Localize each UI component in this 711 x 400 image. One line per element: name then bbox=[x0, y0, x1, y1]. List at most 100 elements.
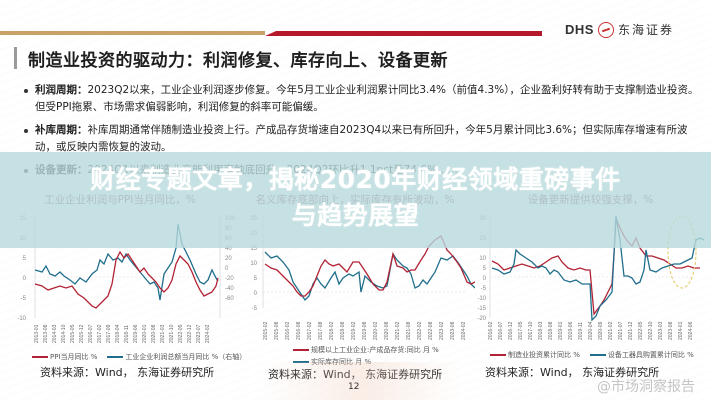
svg-text:2018-02: 2018-02 bbox=[329, 321, 335, 340]
svg-text:-40: -40 bbox=[225, 286, 234, 292]
article-title: 财经专题文章，揭秘2020年财经领域重磅事件 与趋势展望 bbox=[0, 162, 711, 234]
svg-text:2016-12: 2016-12 bbox=[508, 321, 514, 340]
chart-plot: 25 20 15 10 5 0 -5 2015-02 2015-08 2016-… bbox=[250, 216, 475, 340]
page-title: 制造业投资的驱动力：利润修复、库存向上、设备更新 bbox=[28, 51, 448, 71]
svg-text:2016-08: 2016-08 bbox=[296, 321, 302, 340]
chart-plot: 30 20 10 5 0 -5 -10 -15 -20 2016-02 2016… bbox=[477, 215, 705, 340]
svg-text:2021-12: 2021-12 bbox=[628, 321, 634, 340]
svg-text:2022-12: 2022-12 bbox=[187, 324, 193, 343]
svg-text:-20: -20 bbox=[477, 316, 486, 322]
brand-logo: DHS 东海证券 bbox=[565, 21, 674, 38]
svg-text:2014-10: 2014-10 bbox=[61, 324, 67, 343]
svg-text:40: 40 bbox=[225, 246, 232, 252]
svg-text:0: 0 bbox=[483, 276, 487, 282]
svg-text:0: 0 bbox=[254, 291, 258, 297]
svg-text:2024-02: 2024-02 bbox=[461, 321, 467, 340]
article-title-overlay bbox=[0, 152, 711, 248]
legend-item: PPI当月同比 % bbox=[32, 352, 97, 362]
svg-text:0: 0 bbox=[23, 276, 27, 282]
svg-text:10: 10 bbox=[250, 261, 257, 267]
svg-text:2021-03: 2021-03 bbox=[160, 324, 166, 343]
svg-text:-15: -15 bbox=[477, 306, 486, 312]
svg-text:2018-03: 2018-03 bbox=[538, 321, 544, 340]
svg-text:2016-02: 2016-02 bbox=[488, 321, 494, 340]
watermark: @市场洞察报告 bbox=[597, 379, 695, 395]
legend-swatch-blue bbox=[107, 356, 124, 358]
svg-text:2021-10: 2021-10 bbox=[169, 324, 175, 343]
article-title-line2: 与趋势展望 bbox=[291, 201, 420, 230]
svg-text:2022-05: 2022-05 bbox=[178, 324, 184, 343]
svg-text:-60: -60 bbox=[225, 296, 234, 302]
svg-text:10: 10 bbox=[479, 256, 486, 262]
svg-text:2018-11: 2018-11 bbox=[124, 325, 130, 343]
svg-text:-10: -10 bbox=[477, 296, 486, 302]
svg-text:2018-08: 2018-08 bbox=[548, 321, 554, 340]
svg-text:2020-09: 2020-09 bbox=[598, 321, 604, 340]
legend-item: 规模以上工业企业:产成品存货:同比 月 % bbox=[293, 345, 439, 355]
svg-text:2017-09: 2017-09 bbox=[106, 324, 112, 343]
svg-text:2019-08: 2019-08 bbox=[362, 321, 368, 340]
logo-emblem-icon bbox=[597, 21, 614, 38]
chart-source: 资料来源：Wind， 东海证券研究所 bbox=[40, 366, 215, 379]
svg-text:2021-07: 2021-07 bbox=[618, 321, 624, 340]
legend-swatch-blue bbox=[589, 354, 606, 356]
legend-item: 工业企业利润总额当月同比 %（右轴） bbox=[107, 352, 246, 362]
svg-text:2019-01: 2019-01 bbox=[558, 321, 564, 340]
header-gold-bar bbox=[0, 31, 265, 35]
svg-text:-5: -5 bbox=[481, 286, 487, 292]
legend-swatch-red bbox=[490, 354, 506, 356]
svg-text:-20: -20 bbox=[225, 276, 234, 282]
header-red-bar bbox=[265, 31, 542, 36]
svg-text:5: 5 bbox=[483, 266, 487, 272]
chart-legend: 规模以上工业企业:产成品存货:同比 月 % 实际库存同比 月 % bbox=[293, 345, 439, 367]
svg-text:2023-08: 2023-08 bbox=[450, 321, 456, 340]
svg-text:2020-08: 2020-08 bbox=[151, 324, 157, 343]
svg-text:2019-06: 2019-06 bbox=[568, 321, 574, 340]
svg-text:2024-01: 2024-01 bbox=[678, 321, 684, 340]
svg-text:2019-11: 2019-11 bbox=[578, 322, 584, 340]
svg-text:2023-03: 2023-03 bbox=[658, 321, 664, 340]
svg-text:2015-02: 2015-02 bbox=[263, 321, 269, 340]
svg-text:2022-05: 2022-05 bbox=[638, 321, 644, 340]
svg-text:-10: -10 bbox=[17, 316, 26, 322]
svg-text:2022-08: 2022-08 bbox=[428, 321, 434, 340]
svg-text:0: 0 bbox=[225, 266, 229, 272]
svg-text:2018-08: 2018-08 bbox=[340, 321, 346, 340]
svg-text:2018-04: 2018-04 bbox=[115, 324, 121, 343]
bullet-inventory-cycle: 补库周期：补库周期通常伴随制造业投资上行。产成品存货增速自2023Q4以来已有所… bbox=[22, 122, 702, 156]
article-title-line1: 财经专题文章，揭秘2020年财经领域重磅事件 bbox=[90, 165, 621, 194]
bullet-label: 利润周期： bbox=[35, 84, 88, 96]
svg-text:2020-08: 2020-08 bbox=[384, 321, 390, 340]
svg-text:2017-02: 2017-02 bbox=[97, 324, 103, 343]
legend-item: 设备工器具购置累计同比 % bbox=[589, 350, 694, 360]
svg-text:2024-02: 2024-02 bbox=[205, 324, 211, 343]
svg-text:2019-02: 2019-02 bbox=[351, 321, 357, 340]
chart-legend: 制造业投资累计同比 % 设备工器具购置累计同比 % bbox=[490, 350, 694, 360]
footer-decoration bbox=[262, 362, 462, 400]
chart-legend: PPI当月同比 % 工业企业利润总额当月同比 %（右轴） bbox=[32, 352, 246, 362]
svg-text:2015-08: 2015-08 bbox=[274, 321, 280, 340]
svg-text:15: 15 bbox=[250, 246, 257, 252]
svg-text:2020-01: 2020-01 bbox=[142, 324, 148, 343]
svg-text:2024-06: 2024-06 bbox=[688, 321, 694, 340]
title-accent-bar bbox=[14, 47, 17, 69]
svg-text:2022-02: 2022-02 bbox=[417, 321, 423, 340]
svg-text:2017-10: 2017-10 bbox=[528, 321, 534, 340]
svg-text:20: 20 bbox=[225, 256, 232, 262]
svg-text:2021-08: 2021-08 bbox=[406, 321, 412, 340]
legend-item: 制造业投资累计同比 % bbox=[490, 350, 580, 360]
legend-swatch-blue bbox=[293, 361, 309, 363]
svg-text:5: 5 bbox=[23, 256, 27, 262]
legend-swatch-red bbox=[293, 349, 309, 351]
logo-latin: DHS bbox=[565, 22, 594, 37]
svg-text:2021-02: 2021-02 bbox=[395, 321, 401, 340]
bullet-profit-cycle: 利润周期：2023Q2以来，工业企业利润逐步修复。今年5月工业企业利润累计同比3… bbox=[22, 82, 702, 116]
legend-swatch-red bbox=[32, 356, 48, 358]
svg-text:2017-08: 2017-08 bbox=[318, 321, 324, 340]
svg-text:2020-02: 2020-02 bbox=[373, 321, 379, 340]
chart-source: 资料来源：Wind， 东海证券研究所 bbox=[268, 366, 442, 382]
svg-text:2014-03: 2014-03 bbox=[52, 324, 58, 343]
svg-text:2017-02: 2017-02 bbox=[307, 321, 313, 340]
svg-text:-5: -5 bbox=[252, 306, 258, 312]
svg-text:2022-10: 2022-10 bbox=[648, 321, 654, 340]
